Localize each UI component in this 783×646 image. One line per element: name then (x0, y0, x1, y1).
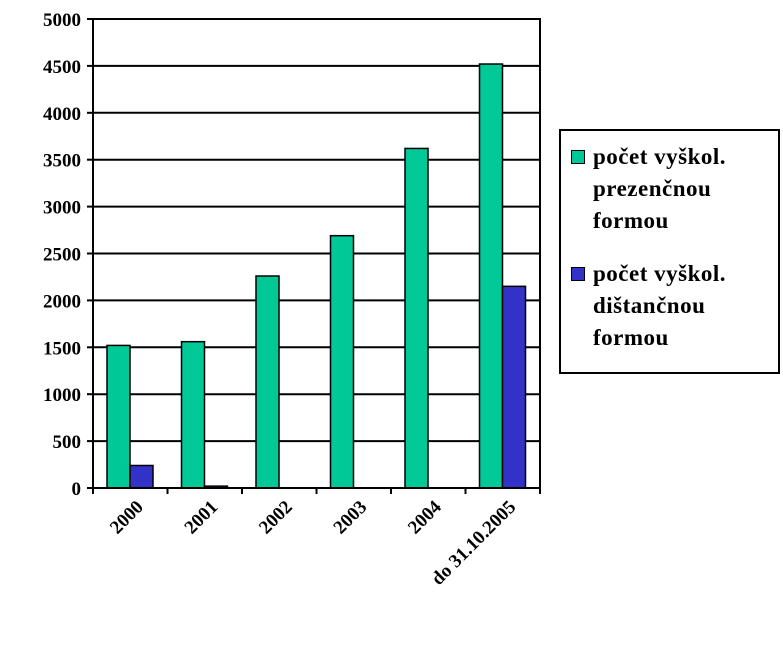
bar-prezencna-1 (180, 340, 206, 489)
bar-prezencna-0 (106, 344, 131, 489)
y-tick-label: 4000 (43, 104, 81, 125)
x-tick-label: 2004 (404, 496, 446, 538)
y-tick-label: 0 (72, 479, 82, 500)
bar-prezencna-5 (478, 63, 504, 489)
x-tick-label: 2002 (255, 497, 297, 539)
y-tick-label: 500 (53, 432, 82, 453)
y-tick-label: 3000 (43, 198, 81, 219)
bar-prezencna-4 (404, 147, 429, 489)
legend-label-prezencna: počet vyškol. prezenčnou formou (593, 144, 726, 233)
x-tick-label: 2001 (181, 497, 223, 539)
y-tick-label: 3500 (43, 151, 81, 172)
y-tick-label: 1000 (43, 385, 81, 406)
y-tick-label: 5000 (43, 10, 81, 31)
y-tick-label: 2500 (43, 245, 81, 266)
y-tick-label: 2000 (43, 291, 81, 312)
gridlines (93, 64, 540, 443)
legend-label-distancna: počet vyškol. dištančnou formou (593, 261, 726, 350)
x-tick-label: 2003 (330, 497, 372, 539)
legend-swatch-prezencna (571, 150, 585, 164)
bar-prezencna-2 (255, 275, 280, 489)
legend-swatch-distancna (571, 267, 585, 281)
legend: počet vyškol. prezenčnou formou počet vy… (559, 129, 780, 374)
bar-distancna-0 (129, 464, 154, 489)
bars (106, 63, 527, 489)
y-tick-label: 4500 (43, 57, 81, 78)
y-tick-label: 1500 (43, 338, 81, 359)
y-axis-ticks: 0 500 1000 1500 2000 2500 3000 3500 4000 4500 5000 (43, 10, 93, 500)
bar-distancna-5 (501, 285, 527, 489)
x-tick-label: 2000 (106, 497, 148, 539)
bar-prezencna-3 (329, 234, 355, 489)
